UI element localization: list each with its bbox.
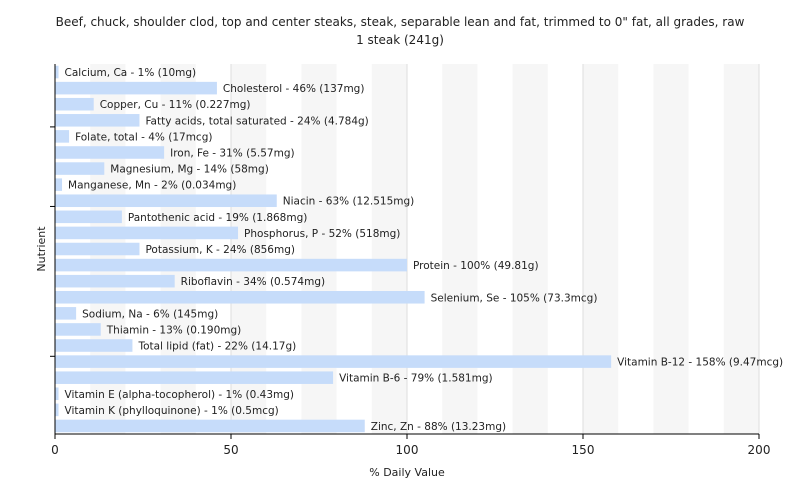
bar-label: Cholesterol - 46% (137mg) <box>223 83 365 95</box>
chart-subtitle: 1 steak (241g) <box>356 33 444 47</box>
grid-band <box>653 64 689 434</box>
bar-label: Vitamin B-12 - 158% (9.47mcg) <box>617 357 783 369</box>
bar <box>55 210 122 224</box>
bar <box>55 339 133 352</box>
bar-label: Sodium, Na - 6% (145mg) <box>82 308 218 320</box>
bar <box>55 307 77 320</box>
bar <box>55 387 59 401</box>
bar-label: Selenium, Se - 105% (73.3mcg) <box>431 292 598 304</box>
bar-label: Vitamin B-6 - 79% (1.581mg) <box>339 373 493 385</box>
grid-band <box>583 64 619 434</box>
bar-label: Magnesium, Mg - 14% (58mg) <box>110 164 269 176</box>
bar <box>55 65 59 79</box>
grid-band <box>371 64 407 434</box>
bar-label: Zinc, Zn - 88% (13.23mg) <box>371 421 506 433</box>
chart-title: Beef, chuck, shoulder clod, top and cent… <box>55 15 745 29</box>
bar-label: Total lipid (fat) - 22% (14.17g) <box>137 341 296 353</box>
x-tick-label: 50 <box>223 443 238 457</box>
bar-label: Folate, total - 4% (17mcg) <box>75 131 212 143</box>
bar <box>55 258 407 272</box>
bar-label: Manganese, Mn - 2% (0.034mg) <box>68 180 236 192</box>
bar-label: Calcium, Ca - 1% (10mg) <box>65 67 197 79</box>
bar <box>55 355 612 368</box>
grid-band <box>512 64 548 434</box>
bar-label: Vitamin K (phylloquinone) - 1% (0.5mcg) <box>65 405 279 417</box>
bars: Calcium, Ca - 1% (10mg) Cholesterol - 46%… <box>55 65 783 433</box>
bar <box>55 242 140 256</box>
bar <box>55 403 59 417</box>
x-tick-label: 150 <box>572 443 595 457</box>
x-tick-label: 200 <box>748 443 771 457</box>
bar <box>55 114 140 127</box>
x-tick-label: 0 <box>51 443 59 457</box>
bar <box>55 162 105 175</box>
bar <box>55 419 365 433</box>
bar-label: Riboflavin - 34% (0.574mg) <box>181 276 325 288</box>
axes: 0 50 100 150 200 <box>50 64 770 457</box>
bar <box>55 130 70 143</box>
bar-label: Vitamin E (alpha-tocopherol) - 1% (0.43m… <box>65 389 295 401</box>
grid-band <box>442 64 478 434</box>
bar-label: Iron, Fe - 31% (5.57mg) <box>170 147 294 159</box>
bar <box>55 146 165 159</box>
bar-label: Copper, Cu - 11% (0.227mg) <box>100 99 251 111</box>
y-axis-label: Nutrient <box>35 226 48 272</box>
bar <box>55 371 334 384</box>
bar <box>55 97 94 111</box>
bar <box>55 290 425 304</box>
x-axis-label: % Daily Value <box>369 466 445 479</box>
bar <box>55 178 63 191</box>
bar-label: Pantothenic acid - 19% (1.868mg) <box>128 212 307 224</box>
bar-label: Phosphorus, P - 52% (518mg) <box>244 228 400 240</box>
x-tick-label: 100 <box>396 443 419 457</box>
grid-band <box>723 64 759 434</box>
bar <box>55 323 101 336</box>
bar-label: Fatty acids, total saturated - 24% (4.78… <box>145 115 368 127</box>
bar <box>55 194 277 208</box>
bar-label: Protein - 100% (49.81g) <box>413 260 539 272</box>
bar <box>55 226 239 240</box>
bar-label: Potassium, K - 24% (856mg) <box>145 244 295 256</box>
bar-label: Niacin - 63% (12.515mg) <box>283 196 415 208</box>
bar <box>55 81 217 95</box>
bar <box>55 274 175 288</box>
bar-label: Thiamin - 13% (0.190mg) <box>106 324 242 336</box>
